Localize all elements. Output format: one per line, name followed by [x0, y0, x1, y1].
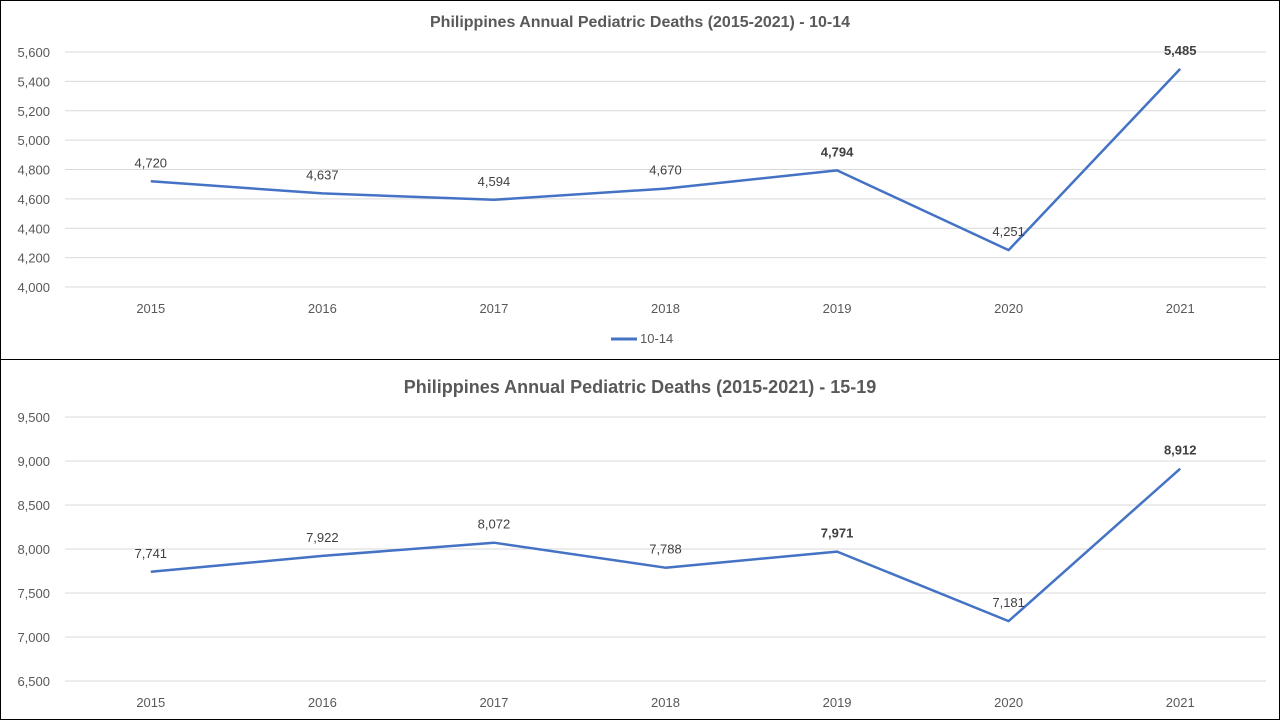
legend-label: 10-14 — [640, 331, 673, 346]
gridlines — [65, 416, 1266, 682]
chart-15-19: Philippines Annual Pediatric Deaths (201… — [17, 377, 1266, 710]
chart-title: Philippines Annual Pediatric Deaths (201… — [430, 14, 850, 31]
x-tick-label: 2015 — [136, 695, 165, 710]
data-labels: 4,720 4,637 4,594 4,670 4,794 4,251 5,485 — [135, 43, 1197, 239]
data-label-2017: 8,072 — [478, 517, 511, 532]
data-label-2019: 4,794 — [821, 144, 854, 159]
chart-10-14: Philippines Annual Pediatric Deaths (201… — [17, 14, 1266, 346]
data-label-2021: 8,912 — [1164, 443, 1197, 458]
chart-panel-10-14: Philippines Annual Pediatric Deaths (201… — [0, 0, 1280, 360]
x-tick-label: 2020 — [994, 301, 1023, 316]
x-tick-label: 2018 — [651, 695, 680, 710]
y-tick-label: 6,500 — [17, 674, 50, 689]
data-label-2016: 7,922 — [306, 530, 339, 545]
data-label-2020: 7,181 — [992, 595, 1025, 610]
data-label-2020: 4,251 — [992, 224, 1025, 239]
x-axis-ticks: 2015 2016 2017 2018 2019 2020 2021 — [136, 301, 1194, 316]
data-labels: 7,741 7,922 8,072 7,788 7,971 7,181 8,912 — [135, 443, 1197, 610]
y-tick-label: 4,200 — [17, 251, 50, 266]
y-tick-label: 9,500 — [17, 410, 50, 425]
y-tick-label: 9,000 — [17, 454, 50, 469]
y-tick-label: 4,800 — [17, 163, 50, 178]
legend: 10-14 — [611, 331, 673, 346]
series-line-10-14 — [150, 68, 1182, 252]
data-label-2021: 5,485 — [1164, 43, 1197, 58]
y-axis-ticks: 4,000 4,200 4,400 4,600 4,800 5,000 5,200 5,400… — [17, 45, 50, 295]
chart-panel-15-19: Philippines Annual Pediatric Deaths (201… — [0, 359, 1280, 720]
data-label-2018: 4,670 — [649, 163, 682, 178]
data-label-2018: 7,788 — [649, 542, 682, 557]
y-tick-label: 5,600 — [17, 45, 50, 60]
y-tick-label: 4,400 — [17, 221, 50, 236]
x-tick-label: 2021 — [1166, 301, 1195, 316]
y-tick-label: 8,000 — [17, 542, 50, 557]
y-tick-label: 5,400 — [17, 74, 50, 89]
x-tick-label: 2016 — [308, 695, 337, 710]
x-tick-label: 2019 — [823, 695, 852, 710]
y-tick-label: 5,000 — [17, 133, 50, 148]
series-line-15-19 — [150, 467, 1182, 623]
y-tick-label: 5,200 — [17, 104, 50, 119]
x-axis-ticks: 2015 2016 2017 2018 2019 2020 2021 — [136, 695, 1194, 710]
x-tick-label: 2018 — [651, 301, 680, 316]
chart-title: Philippines Annual Pediatric Deaths (201… — [404, 377, 877, 397]
data-label-2015: 4,720 — [135, 155, 168, 170]
y-tick-label: 8,500 — [17, 498, 50, 513]
x-tick-label: 2015 — [136, 301, 165, 316]
y-tick-label: 4,600 — [17, 192, 50, 207]
data-label-2016: 4,637 — [306, 167, 339, 182]
x-tick-label: 2021 — [1166, 695, 1195, 710]
data-label-2019: 7,971 — [821, 526, 854, 541]
x-tick-label: 2017 — [479, 695, 508, 710]
x-tick-label: 2017 — [479, 301, 508, 316]
y-tick-label: 4,000 — [17, 280, 50, 295]
data-label-2017: 4,594 — [478, 174, 511, 189]
gridlines — [65, 51, 1266, 288]
x-tick-label: 2016 — [308, 301, 337, 316]
x-tick-label: 2019 — [823, 301, 852, 316]
y-tick-label: 7,000 — [17, 630, 50, 645]
y-axis-ticks: 6,500 7,000 7,500 8,000 8,500 9,000 9,500 — [17, 410, 50, 689]
x-tick-label: 2020 — [994, 695, 1023, 710]
data-label-2015: 7,741 — [135, 546, 168, 561]
y-tick-label: 7,500 — [17, 586, 50, 601]
